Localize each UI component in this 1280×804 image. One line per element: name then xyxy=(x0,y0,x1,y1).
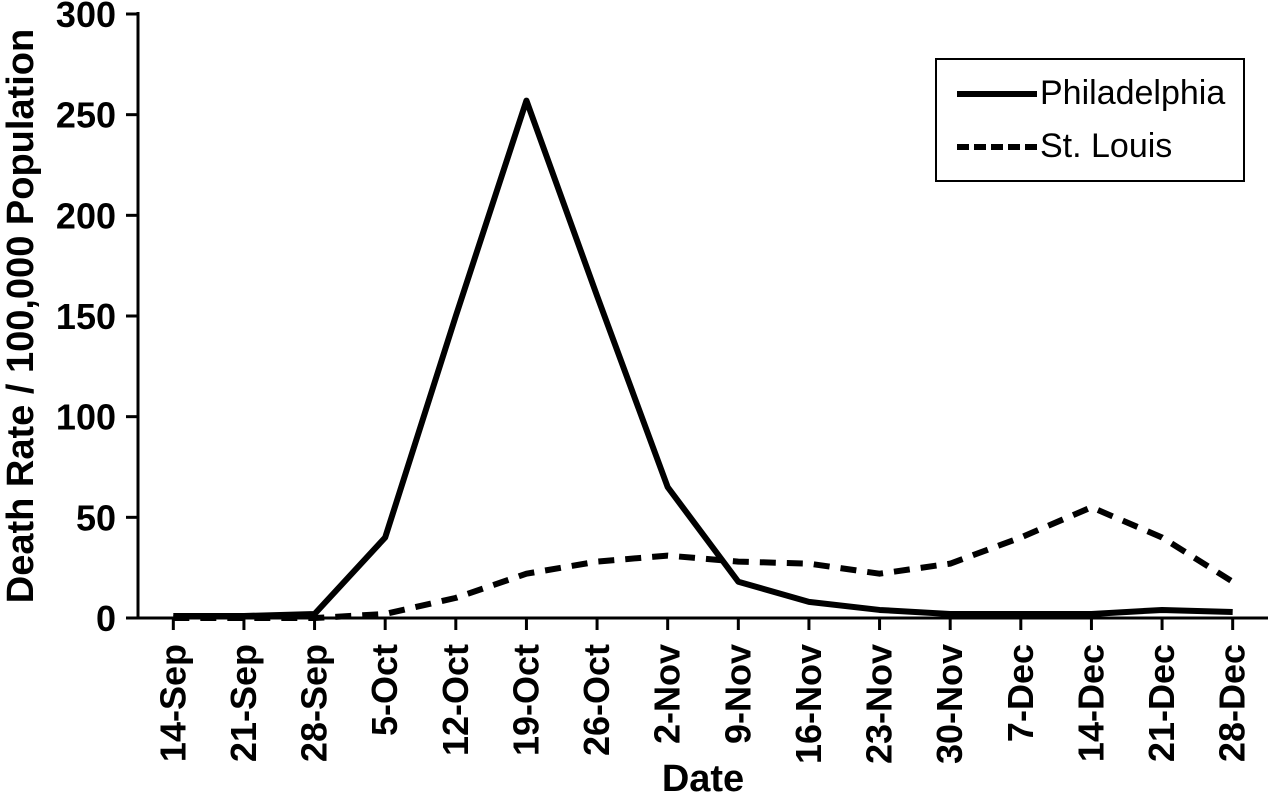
legend-label-philadelphia: Philadelphia xyxy=(1040,74,1226,112)
svg-text:9-Nov: 9-Nov xyxy=(717,644,758,744)
svg-text:200: 200 xyxy=(56,195,116,236)
legend-label-st-louis: St. Louis xyxy=(1040,127,1173,165)
legend-item-philadelphia: Philadelphia xyxy=(957,74,1225,113)
svg-text:300: 300 xyxy=(56,0,116,35)
svg-text:250: 250 xyxy=(56,95,116,136)
svg-text:23-Nov: 23-Nov xyxy=(859,644,900,764)
legend: Philadelphia St. Louis xyxy=(935,58,1246,182)
svg-text:150: 150 xyxy=(56,296,116,337)
svg-text:2-Nov: 2-Nov xyxy=(647,644,688,744)
svg-text:12-Oct: 12-Oct xyxy=(435,644,476,756)
legend-item-st-louis: St. Louis xyxy=(957,127,1225,166)
svg-text:21-Dec: 21-Dec xyxy=(1141,644,1182,762)
svg-text:100: 100 xyxy=(56,397,116,438)
svg-text:30-Nov: 30-Nov xyxy=(929,644,970,764)
svg-text:28-Sep: 28-Sep xyxy=(294,644,335,762)
svg-text:14-Dec: 14-Dec xyxy=(1070,644,1111,762)
svg-text:50: 50 xyxy=(76,497,116,538)
philadelphia-line-sample-icon xyxy=(957,90,1037,97)
x-axis-title: Date xyxy=(661,758,745,800)
svg-text:21-Sep: 21-Sep xyxy=(223,644,264,762)
svg-text:0: 0 xyxy=(96,598,116,639)
svg-text:16-Nov: 16-Nov xyxy=(788,644,829,764)
svg-text:28-Dec: 28-Dec xyxy=(1212,644,1253,762)
svg-text:7-Dec: 7-Dec xyxy=(1000,644,1041,742)
svg-text:19-Oct: 19-Oct xyxy=(505,644,546,756)
svg-text:14-Sep: 14-Sep xyxy=(152,644,193,762)
st-louis-line-sample-icon xyxy=(957,143,1037,150)
y-axis-title: Death Rate / 100,000 Population xyxy=(0,28,42,604)
svg-text:26-Oct: 26-Oct xyxy=(576,644,617,756)
svg-text:5-Oct: 5-Oct xyxy=(364,644,405,736)
